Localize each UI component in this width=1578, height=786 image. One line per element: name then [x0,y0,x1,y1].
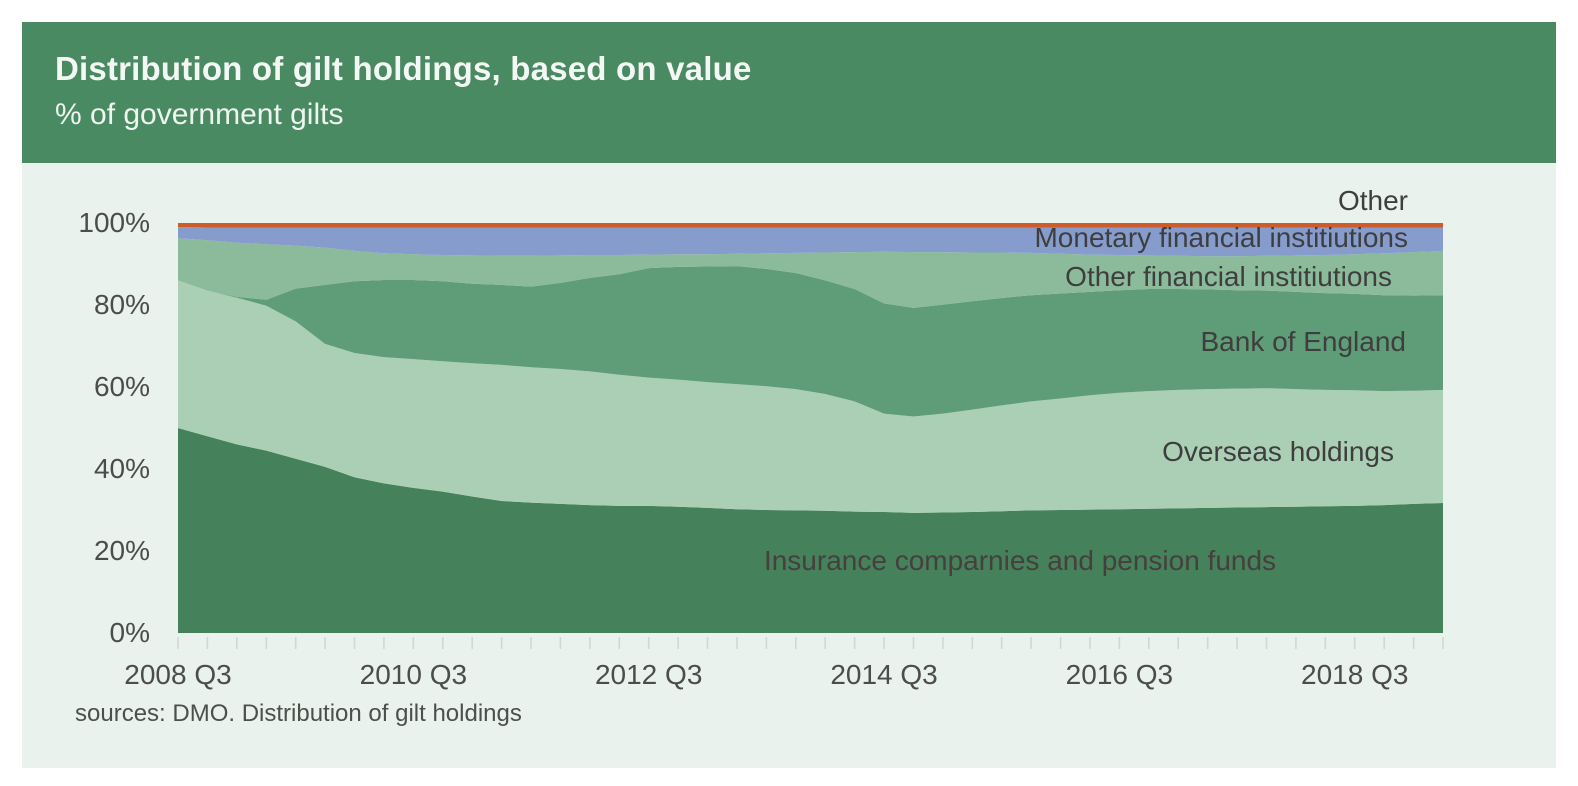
x-axis-ticks [177,637,1444,649]
series-label-insurance-companies-pension-funds: Insurance comparnies and pension funds [763,545,1277,576]
x-tick-label: 2010 Q3 [359,659,468,690]
series-label-bank-of-england: Bank of England [1200,326,1407,357]
y-tick-label: 20% [93,535,150,566]
y-tick-label: 80% [93,289,150,320]
chart-subtitle: % of government gilts [55,98,344,131]
chart-areas [178,223,1443,633]
series-label-overseas-holdings: Overseas holdings [1162,436,1394,467]
y-tick-label: 0% [109,617,150,648]
chart-title: Distribution of gilt holdings, based on … [55,50,752,87]
y-tick-label: 100% [78,207,150,238]
area-monetary-financial-institutions [178,227,1443,257]
source-note: sources: DMO. Distribution of gilt holdi… [75,700,522,727]
series-label-other: Other [1337,185,1408,216]
x-tick-label: 2014 Q3 [830,659,938,690]
series-label-monetary-financial-institutions: Monetary financial institiutions [1034,222,1408,253]
series-label-other-financial-institutions: Other financial institiutions [1065,261,1392,292]
x-tick-label: 2016 Q3 [1065,659,1174,690]
y-tick-label: 40% [93,453,150,484]
x-tick-label: 2008 Q3 [124,659,232,690]
x-tick-label: 2018 Q3 [1301,659,1409,690]
area-other-financial-institutions [178,238,1443,308]
area-bank-of-england [178,266,1443,417]
y-tick-label: 60% [93,371,150,402]
card-header: Distribution of gilt holdings, based on … [22,22,1556,163]
area-other [178,223,1443,228]
area-overseas-holdings [178,280,1443,513]
area-insurance-companies-and-pension-funds [178,428,1443,633]
x-tick-label: 2012 Q3 [594,659,703,690]
